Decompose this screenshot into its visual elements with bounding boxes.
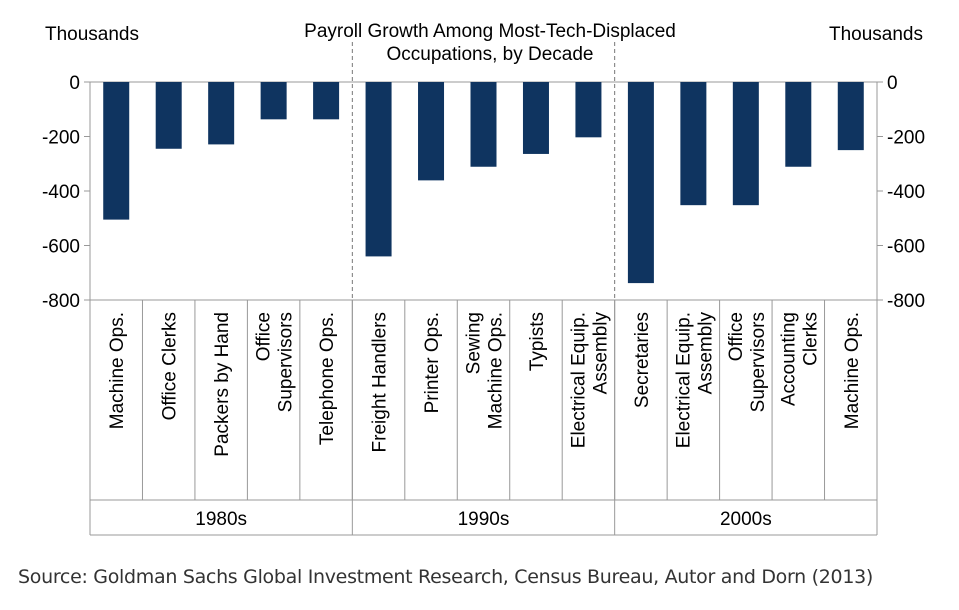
bar — [103, 82, 130, 220]
bar — [260, 82, 287, 120]
y-tick-label-right: 0 — [887, 73, 898, 94]
y-tick-label-left: 0 — [69, 73, 80, 94]
bar — [208, 82, 235, 145]
bar — [575, 82, 602, 138]
category-label: Clerks — [800, 312, 821, 366]
source-note: Source: Goldman Sachs Global Investment … — [18, 566, 874, 588]
category-label: Machine Ops. — [842, 312, 863, 429]
y-axis-label-right: Thousands — [829, 24, 923, 45]
decade-label: 2000s — [720, 509, 772, 530]
category-label: Telephone Ops. — [317, 312, 338, 445]
bar-chart: Payroll Growth Among Most-Tech-Displaced… — [42, 21, 925, 536]
decade-label: 1980s — [195, 509, 247, 530]
bar — [627, 82, 654, 284]
chart-title: Occupations, by Decade — [386, 44, 593, 65]
y-tick-label-right: -600 — [887, 237, 925, 258]
category-label: Office Clerks — [160, 312, 181, 420]
category-label: Machine Ops. — [486, 312, 507, 429]
bar — [470, 82, 497, 167]
category-label: Packers by Hand — [212, 312, 233, 457]
bar — [418, 82, 445, 181]
category-label: Freight Handlers — [370, 312, 391, 452]
y-tick-label-right: -800 — [887, 291, 925, 312]
category-label: Accounting — [778, 312, 799, 406]
y-axis-label-left: Thousands — [45, 24, 139, 45]
category-label: Assembly — [590, 312, 611, 395]
category-label: Supervisors — [748, 312, 769, 412]
category-label: Supervisors — [276, 312, 297, 412]
category-label: Typists — [527, 312, 548, 371]
y-tick-label-right: -200 — [887, 128, 925, 149]
category-label: Secretaries — [632, 312, 653, 408]
category-label: Electrical Equip. — [673, 312, 694, 448]
bar — [680, 82, 707, 206]
y-tick-label-left: -200 — [42, 128, 80, 149]
category-label: Office — [254, 312, 275, 361]
y-tick-label-right: -400 — [887, 182, 925, 203]
bar — [732, 82, 759, 206]
bar — [155, 82, 182, 149]
category-label: Printer Ops. — [422, 312, 443, 413]
bar — [785, 82, 812, 167]
y-tick-label-left: -600 — [42, 237, 80, 258]
bar — [313, 82, 340, 120]
category-label: Electrical Equip. — [568, 312, 589, 448]
y-tick-label-left: -400 — [42, 182, 80, 203]
decade-label: 1990s — [458, 509, 510, 530]
chart-title: Payroll Growth Among Most-Tech-Displaced — [304, 21, 676, 42]
category-label: Assembly — [695, 312, 716, 395]
category-label: Office — [726, 312, 747, 361]
y-tick-label-left: -800 — [42, 291, 80, 312]
bar — [522, 82, 549, 154]
bar — [837, 82, 864, 151]
category-label: Machine Ops. — [107, 312, 128, 429]
category-label: Sewing — [464, 312, 485, 374]
bar — [365, 82, 392, 257]
